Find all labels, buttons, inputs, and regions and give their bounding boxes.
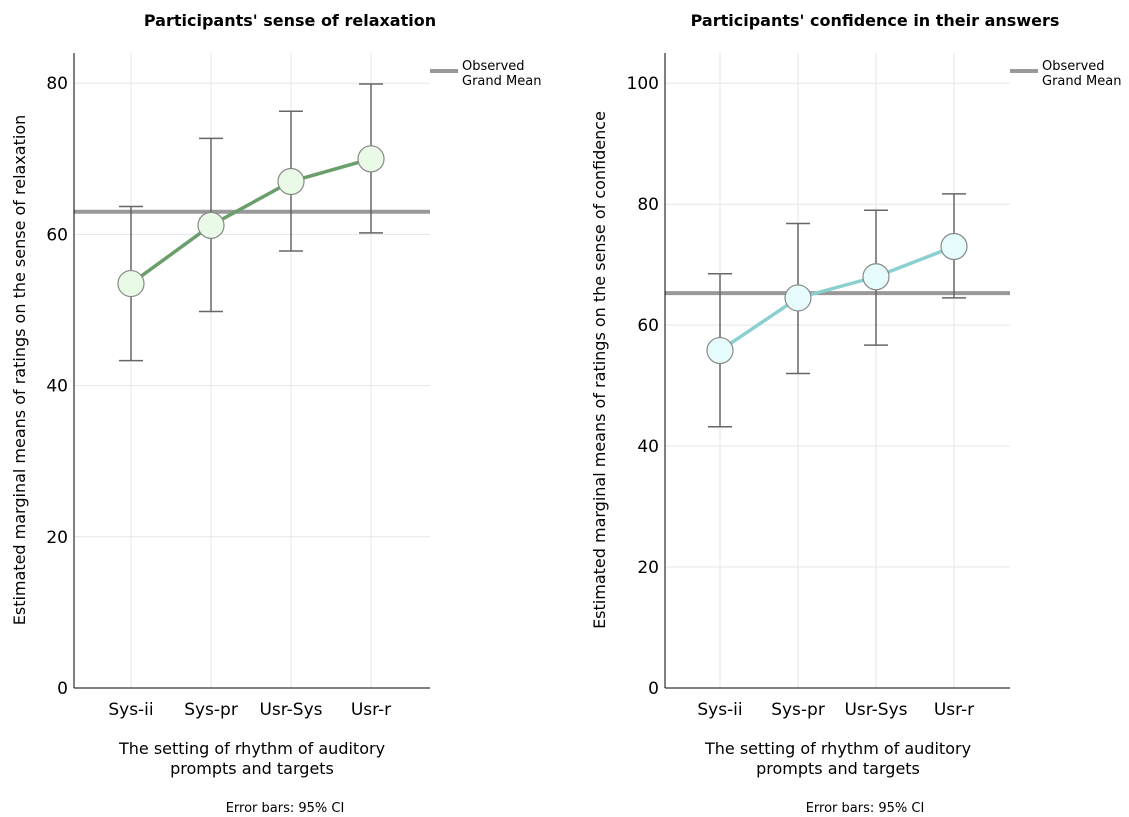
x-axis-label-line1: The setting of rhythm of auditory [118, 739, 385, 758]
legend: Observed Grand Mean [430, 59, 541, 89]
axes [664, 53, 1010, 689]
series-line-layer [129, 157, 372, 285]
y-tick-label: 20 [637, 558, 659, 578]
data-point [940, 232, 968, 261]
chart-confidence: Participants' confidence in their answer… [590, 11, 1121, 816]
error-bars [708, 193, 966, 428]
legend-label-line1: Observed [1042, 59, 1105, 74]
data-point [197, 211, 225, 239]
y-tick-label: 20 [46, 528, 68, 548]
x-tick-label: Sys-pr [771, 700, 825, 720]
y-tick-labels: 0 20 40 60 80 [46, 74, 68, 699]
y-tick-label: 0 [57, 679, 68, 699]
legend-label-line1: Observed [462, 59, 525, 74]
x-tick-label: Sys-ii [697, 700, 742, 720]
y-tick-label: 80 [46, 74, 68, 94]
legend: Observed Grand Mean [1010, 59, 1121, 89]
x-tick-label: Usr-Sys [844, 700, 907, 720]
series-line-layer [719, 244, 955, 352]
chart-title: Participants' sense of relaxation [144, 11, 436, 30]
data-point [277, 167, 305, 196]
y-tick-label: 0 [648, 679, 659, 699]
y-tick-labels: 0 20 40 60 80 100 [627, 74, 659, 699]
error-bars-note: Error bars: 95% CI [226, 801, 345, 816]
data-point [862, 263, 890, 291]
data-point [706, 336, 734, 365]
x-axis-label-line2: prompts and targets [756, 759, 920, 778]
x-axis-label-line2: prompts and targets [170, 759, 334, 778]
x-tick-label: Sys-ii [108, 700, 153, 720]
grid-lines [665, 53, 1010, 688]
legend-label-line2: Grand Mean [462, 74, 541, 89]
series-line [129, 157, 372, 285]
y-tick-label: 60 [637, 316, 659, 336]
error-bars [119, 83, 383, 362]
legend-label-line2: Grand Mean [1042, 74, 1121, 89]
y-axis-label: Estimated marginal means of ratings on t… [10, 115, 29, 626]
data-points [117, 145, 385, 298]
error-bars-note: Error bars: 95% CI [806, 801, 925, 816]
axes [73, 53, 430, 689]
y-axis-label: Estimated marginal means of ratings on t… [590, 111, 609, 629]
data-point [117, 269, 145, 298]
x-tick-label: Usr-r [351, 700, 391, 720]
x-axis-label-line1: The setting of rhythm of auditory [704, 739, 971, 758]
y-tick-label: 40 [46, 377, 68, 397]
y-tick-label: 100 [627, 74, 659, 94]
x-tick-label: Usr-Sys [259, 700, 322, 720]
y-tick-label: 80 [637, 195, 659, 215]
y-tick-label: 60 [46, 225, 68, 245]
series-line [719, 244, 955, 352]
x-tick-label: Sys-pr [184, 700, 238, 720]
x-tick-label: Usr-r [934, 700, 974, 720]
x-tick-labels: Sys-ii Sys-pr Usr-Sys Usr-r [108, 700, 391, 720]
chart-title: Participants' confidence in their answer… [691, 11, 1060, 30]
chart-relaxation: Participants' sense of relaxation 0 20 40 6… [10, 11, 541, 816]
x-tick-labels: Sys-ii Sys-pr Usr-Sys Usr-r [697, 700, 974, 720]
y-tick-label: 40 [637, 437, 659, 457]
data-points [706, 232, 968, 365]
data-point [784, 284, 812, 312]
data-point [357, 145, 385, 173]
